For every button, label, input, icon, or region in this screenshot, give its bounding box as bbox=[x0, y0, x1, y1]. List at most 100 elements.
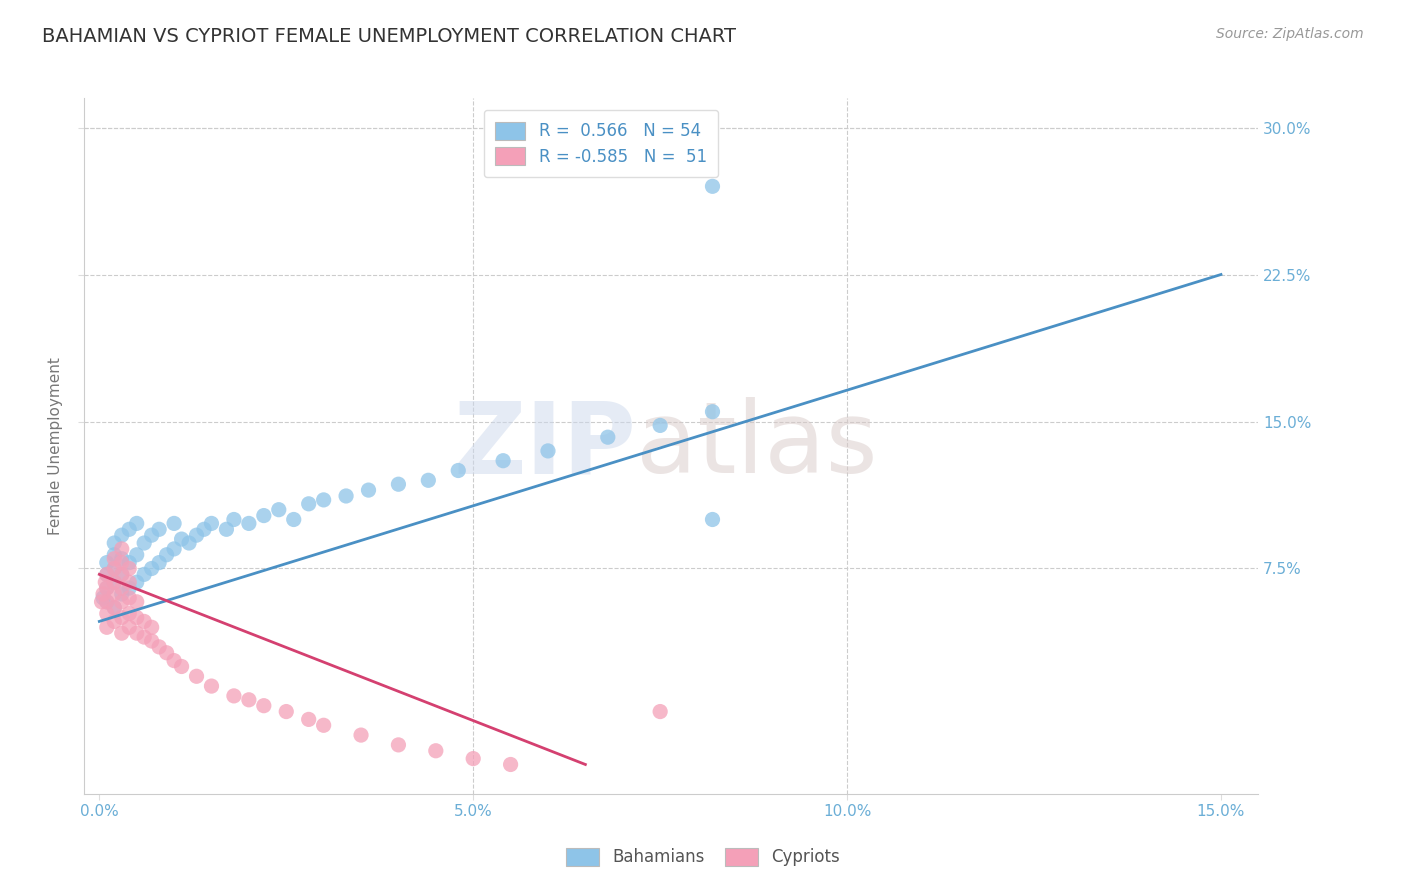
Point bbox=[163, 541, 186, 556]
Legend: R =  0.566   N = 54, R = -0.585   N =  51: R = 0.566 N = 54, R = -0.585 N = 51 bbox=[484, 110, 718, 178]
Point bbox=[156, 646, 179, 660]
Point bbox=[125, 548, 148, 562]
Point bbox=[596, 430, 619, 444]
Point bbox=[215, 522, 238, 536]
Point bbox=[94, 575, 117, 590]
Point bbox=[103, 536, 125, 550]
Point bbox=[312, 718, 335, 732]
Point bbox=[141, 634, 163, 648]
Point bbox=[141, 620, 163, 634]
Point bbox=[96, 595, 118, 609]
Point bbox=[118, 591, 141, 605]
Point bbox=[118, 620, 141, 634]
Point bbox=[163, 654, 186, 668]
Text: Source: ZipAtlas.com: Source: ZipAtlas.com bbox=[1216, 27, 1364, 41]
Point bbox=[148, 556, 170, 570]
Point bbox=[118, 575, 141, 590]
Point bbox=[702, 512, 724, 526]
Point bbox=[111, 556, 134, 570]
Point bbox=[387, 477, 409, 491]
Point bbox=[650, 705, 672, 719]
Point bbox=[111, 626, 134, 640]
Point bbox=[103, 587, 125, 601]
Point bbox=[312, 492, 335, 507]
Point bbox=[118, 607, 141, 621]
Y-axis label: Female Unemployment: Female Unemployment bbox=[48, 357, 63, 535]
Point bbox=[253, 698, 276, 713]
Point bbox=[418, 473, 440, 487]
Point bbox=[170, 659, 193, 673]
Point bbox=[103, 600, 125, 615]
Point bbox=[118, 561, 141, 575]
Point bbox=[90, 595, 112, 609]
Point bbox=[111, 581, 134, 595]
Point bbox=[650, 418, 672, 433]
Point bbox=[222, 689, 245, 703]
Point bbox=[103, 561, 125, 575]
Point bbox=[193, 522, 215, 536]
Point bbox=[148, 640, 170, 654]
Point bbox=[463, 751, 485, 765]
Point bbox=[134, 536, 156, 550]
Point bbox=[537, 443, 560, 458]
Point bbox=[96, 556, 118, 570]
Point bbox=[96, 567, 118, 582]
Point bbox=[125, 626, 148, 640]
Point bbox=[96, 567, 118, 582]
Point bbox=[702, 405, 724, 419]
Point bbox=[425, 744, 447, 758]
Point bbox=[141, 528, 163, 542]
Point bbox=[125, 516, 148, 531]
Point bbox=[103, 561, 125, 575]
Point bbox=[283, 512, 305, 526]
Text: BAHAMIAN VS CYPRIOT FEMALE UNEMPLOYMENT CORRELATION CHART: BAHAMIAN VS CYPRIOT FEMALE UNEMPLOYMENT … bbox=[42, 27, 737, 45]
Point bbox=[118, 581, 141, 595]
Point bbox=[134, 630, 156, 644]
Point bbox=[141, 561, 163, 575]
Point bbox=[267, 502, 290, 516]
Point bbox=[111, 595, 134, 609]
Point bbox=[103, 551, 125, 566]
Point bbox=[103, 548, 125, 562]
Point bbox=[91, 591, 114, 605]
Point bbox=[91, 587, 114, 601]
Point bbox=[96, 581, 118, 595]
Point bbox=[96, 620, 118, 634]
Point bbox=[111, 587, 134, 601]
Point bbox=[103, 600, 125, 615]
Point bbox=[111, 567, 134, 582]
Legend: Bahamians, Cypriots: Bahamians, Cypriots bbox=[557, 839, 849, 875]
Point bbox=[276, 705, 298, 719]
Point bbox=[96, 595, 118, 609]
Point bbox=[96, 581, 118, 595]
Point bbox=[103, 575, 125, 590]
Point bbox=[103, 575, 125, 590]
Point bbox=[125, 595, 148, 609]
Point bbox=[186, 528, 208, 542]
Point bbox=[134, 615, 156, 629]
Point bbox=[222, 512, 245, 526]
Point bbox=[111, 541, 134, 556]
Point bbox=[111, 551, 134, 566]
Point bbox=[177, 536, 200, 550]
Point bbox=[298, 497, 321, 511]
Point bbox=[200, 679, 222, 693]
Point bbox=[163, 516, 186, 531]
Point bbox=[96, 607, 118, 621]
Text: ZIP: ZIP bbox=[453, 398, 636, 494]
Point bbox=[118, 556, 141, 570]
Point bbox=[170, 532, 193, 546]
Point bbox=[148, 522, 170, 536]
Point bbox=[156, 548, 179, 562]
Point bbox=[125, 610, 148, 624]
Point bbox=[200, 516, 222, 531]
Point bbox=[134, 567, 156, 582]
Point bbox=[298, 713, 321, 727]
Point bbox=[238, 693, 260, 707]
Point bbox=[238, 516, 260, 531]
Point bbox=[350, 728, 373, 742]
Point bbox=[499, 757, 522, 772]
Point bbox=[111, 610, 134, 624]
Point bbox=[357, 483, 380, 497]
Point bbox=[387, 738, 409, 752]
